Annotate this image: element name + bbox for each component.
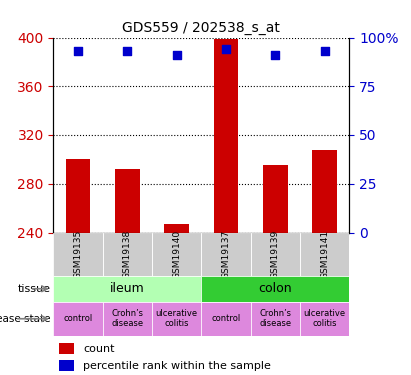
FancyBboxPatch shape <box>201 302 251 336</box>
Bar <box>164 224 189 232</box>
Bar <box>59 360 74 371</box>
FancyBboxPatch shape <box>300 302 349 336</box>
Text: control: control <box>211 314 241 323</box>
Text: GSM19137: GSM19137 <box>222 230 231 279</box>
Point <box>75 48 81 54</box>
Point <box>173 52 180 58</box>
Text: GSM19135: GSM19135 <box>74 230 83 279</box>
FancyBboxPatch shape <box>53 302 103 336</box>
Point <box>272 52 279 58</box>
FancyBboxPatch shape <box>53 276 201 302</box>
Bar <box>312 150 337 232</box>
Text: GSM19138: GSM19138 <box>123 230 132 279</box>
FancyBboxPatch shape <box>300 232 349 276</box>
FancyBboxPatch shape <box>201 232 251 276</box>
Text: disease state: disease state <box>0 314 51 324</box>
Bar <box>115 169 140 232</box>
FancyBboxPatch shape <box>152 232 201 276</box>
Text: count: count <box>83 344 115 354</box>
FancyBboxPatch shape <box>53 232 103 276</box>
Bar <box>263 165 288 232</box>
FancyBboxPatch shape <box>251 302 300 336</box>
Bar <box>59 343 74 354</box>
Point <box>223 46 229 52</box>
Title: GDS559 / 202538_s_at: GDS559 / 202538_s_at <box>122 21 280 35</box>
Text: GSM19140: GSM19140 <box>172 230 181 279</box>
Text: control: control <box>63 314 93 323</box>
Text: GSM19141: GSM19141 <box>320 230 329 279</box>
FancyBboxPatch shape <box>152 302 201 336</box>
Point <box>321 48 328 54</box>
Text: percentile rank within the sample: percentile rank within the sample <box>83 361 271 370</box>
FancyBboxPatch shape <box>103 232 152 276</box>
Bar <box>66 159 90 232</box>
Bar <box>214 39 238 232</box>
Text: ulcerative
colitis: ulcerative colitis <box>156 309 198 328</box>
Text: ulcerative
colitis: ulcerative colitis <box>304 309 346 328</box>
Text: colon: colon <box>259 282 292 295</box>
FancyBboxPatch shape <box>251 232 300 276</box>
FancyBboxPatch shape <box>201 276 349 302</box>
Text: Crohn’s
disease: Crohn’s disease <box>259 309 291 328</box>
Text: ileum: ileum <box>110 282 145 295</box>
FancyBboxPatch shape <box>103 302 152 336</box>
Text: GSM19139: GSM19139 <box>271 230 280 279</box>
Text: tissue: tissue <box>18 284 51 294</box>
Text: Crohn’s
disease: Crohn’s disease <box>111 309 143 328</box>
Point <box>124 48 131 54</box>
